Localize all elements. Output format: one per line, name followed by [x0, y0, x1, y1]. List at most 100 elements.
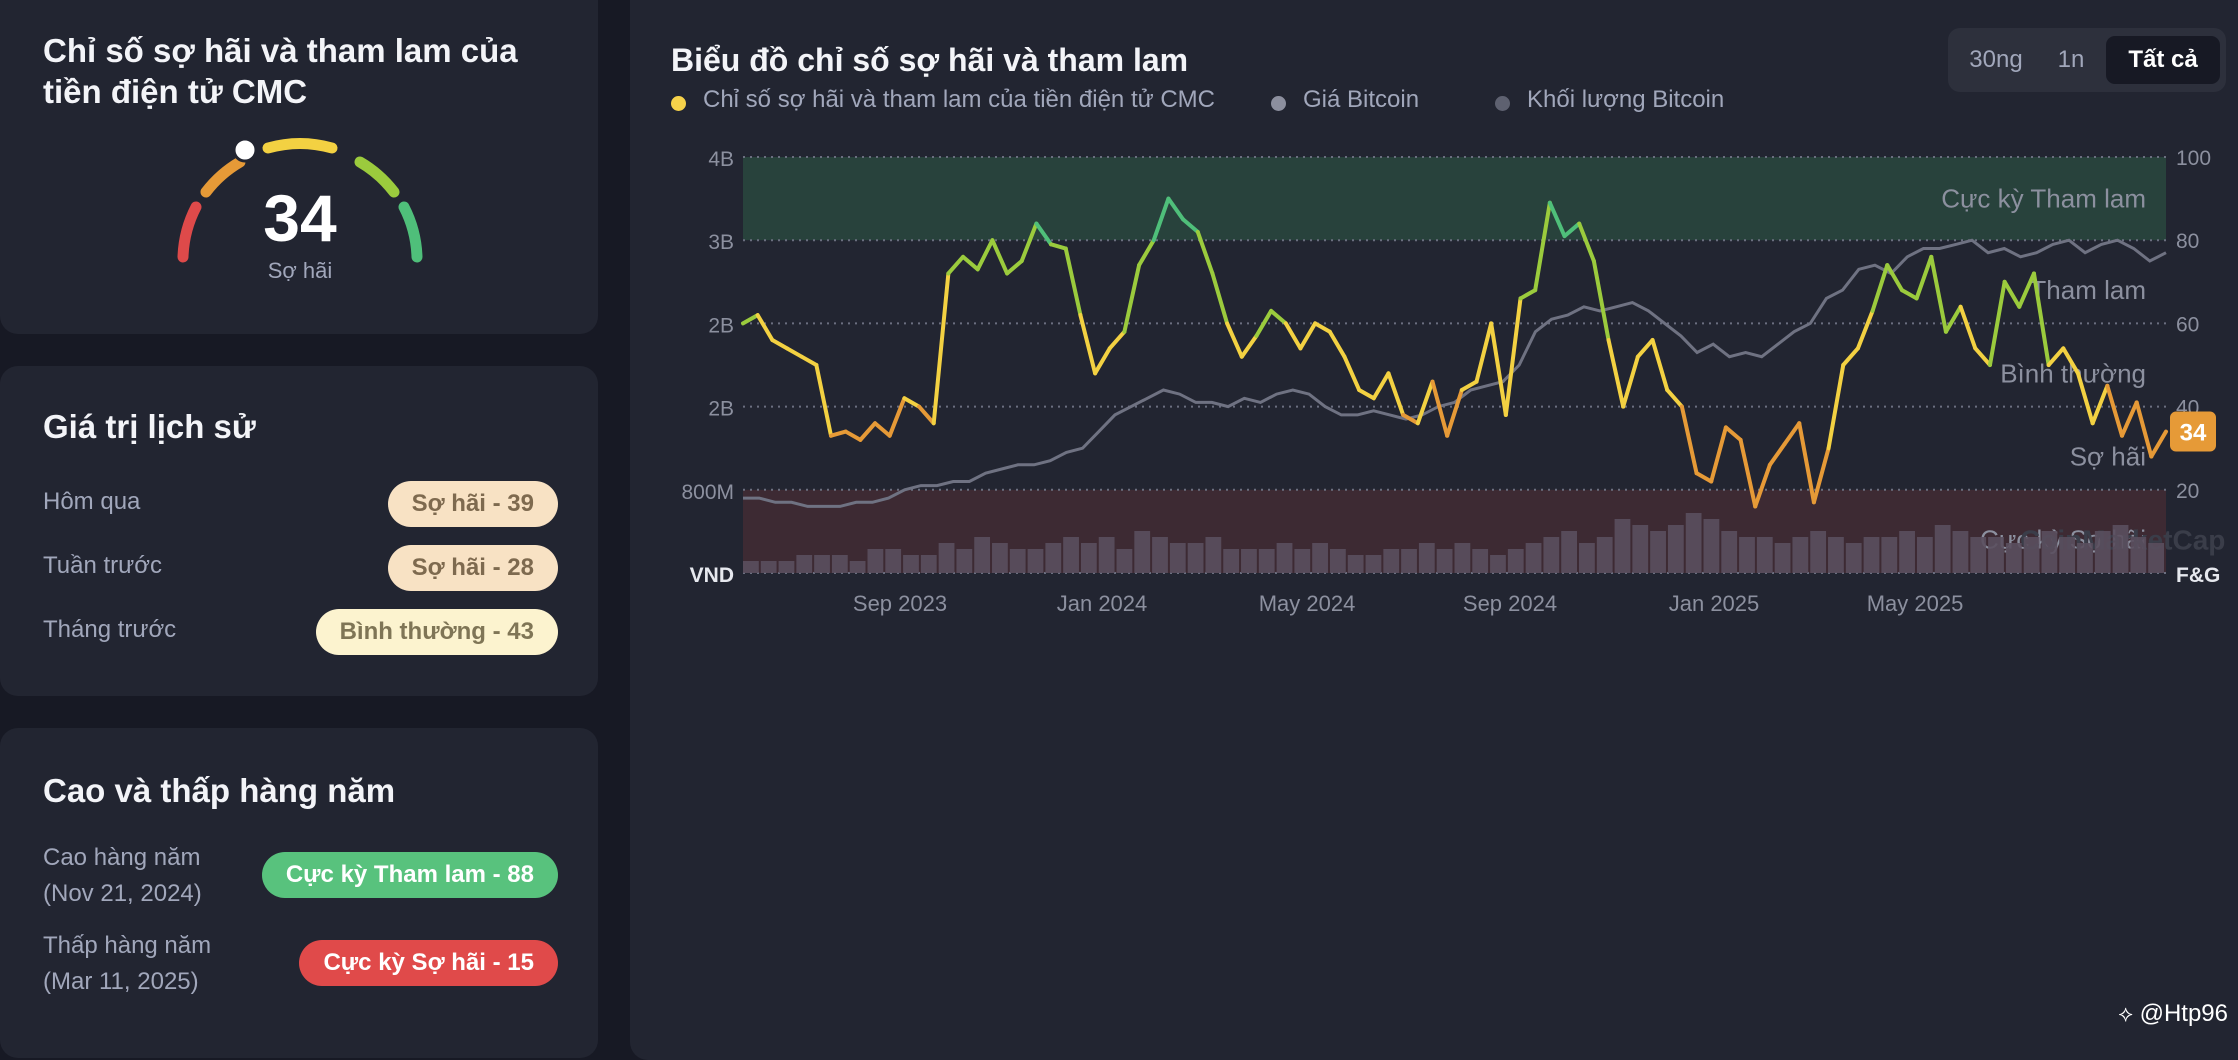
volume-bar [814, 555, 830, 573]
volume-bar [1401, 549, 1417, 573]
volume-bar [1525, 543, 1542, 573]
volume-bar [1276, 543, 1293, 573]
fear-greed-segment [1342, 354, 1362, 392]
fear-greed-gauge-card: Chỉ số sợ hãi và tham lam của tiền điện … [0, 0, 598, 334]
volume-bar [1383, 549, 1400, 573]
volume-bar [2112, 525, 2129, 573]
fear-greed-segment [1239, 333, 1259, 359]
volume-bar [1863, 537, 1880, 573]
author-handle: ⟡ @Htp96 [2118, 1000, 2228, 1028]
fear-greed-segment [1049, 242, 1068, 251]
fear-greed-segment [1489, 321, 1508, 417]
fear-greed-segment [1474, 321, 1494, 384]
x-axis-tick: Sep 2023 [853, 591, 947, 616]
x-axis-tick: May 2024 [1259, 591, 1356, 616]
volume-bar [831, 555, 848, 573]
fear-greed-segment [1709, 425, 1728, 484]
fear-greed-segment [2002, 279, 2022, 309]
volume-bar [1756, 537, 1773, 573]
volume-bar [1774, 543, 1791, 573]
volume-bar [778, 561, 795, 573]
volume-bar [2041, 531, 2058, 573]
fear-greed-segment [1723, 425, 1743, 442]
tab-all[interactable]: Tất cả [2106, 36, 2220, 84]
fear-greed-segment [990, 238, 1010, 276]
fear-greed-gauge [177, 137, 423, 263]
zone-label-0: Cực kỳ Tham lam [1941, 184, 2146, 214]
volume-bar [938, 543, 955, 573]
volume-bar [1952, 531, 1969, 573]
volume-bar [974, 537, 991, 573]
left-axis-tick: 3B [708, 231, 734, 254]
volume-bar [1934, 525, 1951, 573]
fear-greed-segment [873, 421, 892, 438]
fear-greed-segment [755, 313, 775, 343]
history-pill-last-month: Bình thường - 43 [315, 609, 558, 655]
fear-greed-segment [1973, 346, 1992, 367]
volume-bar [1650, 531, 1666, 573]
handle-text: @Htp96 [2139, 1000, 2228, 1027]
volume-bar [2130, 537, 2147, 573]
volume-bar [1080, 543, 1097, 573]
fear-greed-segment [1811, 446, 1831, 505]
fear-greed-segment [1987, 279, 2007, 367]
volume-bar [2059, 537, 2076, 573]
right-axis-tick: 80 [2176, 230, 2199, 253]
gauge-indicator-dot [232, 137, 258, 163]
fear-greed-segment [1005, 259, 1024, 276]
tab-1y[interactable]: 1n [2057, 46, 2085, 73]
fear-greed-segment [1694, 471, 1714, 484]
gauge-segment-neutral [262, 138, 338, 154]
zone-label-3: Sợ hãi [2070, 442, 2146, 472]
volume-bar [867, 549, 884, 573]
fear-greed-segment [1885, 263, 1904, 293]
volume-bar [760, 561, 777, 573]
fear-greed-segment [1591, 259, 1611, 343]
fear-greed-segment [1137, 238, 1156, 268]
gauge-title: Chỉ số sợ hãi và tham lam của tiền điện … [43, 32, 518, 110]
volume-bar [1667, 525, 1684, 573]
volume-bar [956, 549, 973, 573]
left-axis-tick: 4B [708, 148, 734, 171]
right-axis-tick: 60 [2176, 313, 2199, 336]
fear-greed-segment [975, 238, 995, 272]
volume-bar [1365, 555, 1382, 573]
fear-greed-segment [1870, 263, 1890, 313]
fear-greed-segment [1929, 254, 1948, 334]
volume-bar [1845, 543, 1862, 573]
volume-bar [1739, 537, 1755, 573]
fear-greed-segment [785, 346, 804, 359]
tab-30d[interactable]: 30ng [1969, 46, 2023, 73]
fear-greed-segment [1797, 421, 1816, 505]
volume-bar [1169, 543, 1186, 573]
volume-bar [1009, 549, 1026, 573]
fear-greed-segment [1826, 363, 1846, 451]
fear-greed-segment [2149, 429, 2168, 459]
fear-greed-segment [770, 338, 790, 351]
volume-bar [1294, 549, 1311, 573]
historical-values-card: Giá trị lịch sử Hôm qua Sợ hãi - 39 Tuần… [0, 366, 598, 696]
fear-greed-segment [2134, 400, 2154, 459]
right-axis-unit: F&G [2176, 564, 2220, 587]
volume-bar [1454, 543, 1471, 573]
yearly-high-low-card: Cao và thấp hàng năm Cao hàng năm (Nov 2… [0, 728, 598, 1058]
fear-greed-segment [1753, 462, 1772, 509]
fear-greed-segment [1210, 271, 1230, 326]
fear-greed-segment [1738, 437, 1758, 509]
fear-greed-segment [1943, 304, 1963, 334]
fear-greed-segment [1782, 421, 1802, 447]
volume-bar [1703, 519, 1720, 573]
fear-greed-segment [829, 429, 848, 438]
volume-bar [1721, 531, 1738, 573]
fear-greed-segment [2119, 400, 2139, 438]
volume-bar [1561, 531, 1578, 573]
fear-greed-segment [1093, 346, 1112, 376]
left-axis-tick: VND [690, 564, 734, 587]
fear-greed-segment [814, 363, 834, 438]
volume-bar [1418, 543, 1435, 573]
fear-greed-segment [1327, 329, 1347, 359]
fear-greed-segment [1034, 221, 1054, 247]
volume-bar [2094, 531, 2111, 573]
volume-bar [885, 549, 902, 573]
